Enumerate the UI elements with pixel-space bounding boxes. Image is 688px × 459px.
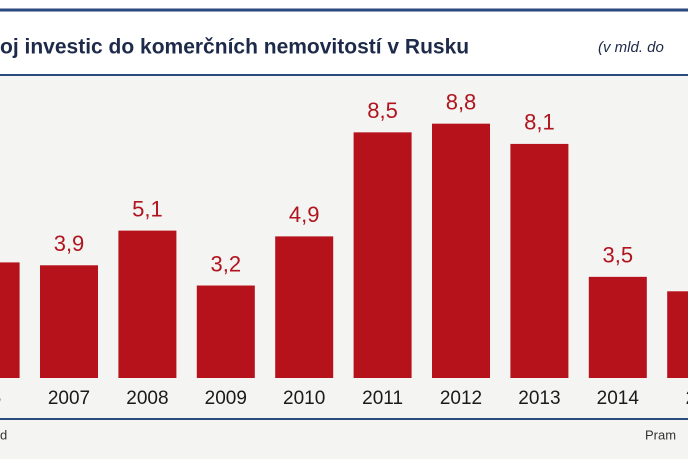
footer-right: Pram <box>645 427 676 442</box>
top-strip <box>0 0 688 10</box>
chart-subtitle: (v mld. do <box>598 39 664 56</box>
x-tick-label: 20 <box>686 388 688 409</box>
x-tick-label: 2011 <box>362 388 403 409</box>
x-tick-label: 2013 <box>518 388 560 409</box>
value-label: 3,9 <box>54 231 85 256</box>
bar <box>0 262 20 378</box>
bar <box>196 285 255 378</box>
x-tick-label: 2014 <box>597 388 640 409</box>
value-label: 3,2 <box>211 251 242 276</box>
bar <box>275 236 334 378</box>
bar <box>667 291 688 378</box>
x-tick-label: 2010 <box>283 388 325 409</box>
value-label: 4,9 <box>289 202 320 227</box>
bar <box>40 265 98 378</box>
footer-left: d <box>0 427 7 442</box>
x-tick-label: 06 <box>0 388 1 409</box>
value-label: 3,5 <box>603 243 634 268</box>
value-label: 8,8 <box>446 89 477 114</box>
value-label: 8,1 <box>524 110 555 135</box>
bar <box>510 143 569 378</box>
title-band <box>0 12 688 74</box>
x-tick-label: 2008 <box>126 388 168 409</box>
x-tick-label: 2007 <box>48 388 90 409</box>
bar <box>353 132 412 378</box>
x-tick-label: 2012 <box>440 388 482 409</box>
value-label: 5,1 <box>132 196 163 221</box>
x-tick-label: 2009 <box>205 388 247 409</box>
value-label: 8,5 <box>367 98 398 123</box>
bar <box>588 276 647 378</box>
bar <box>118 230 177 378</box>
bar <box>432 123 490 379</box>
chart-title: oj investic do komerčních nemovitostí v … <box>0 36 469 59</box>
